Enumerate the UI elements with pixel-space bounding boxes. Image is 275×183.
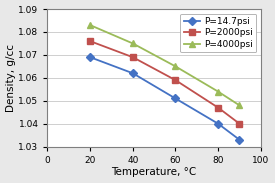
P=2000psi: [174, 79, 177, 81]
P=4000psi: [238, 104, 241, 107]
Line: P=4000psi: P=4000psi: [87, 22, 243, 109]
P=14.7psi: [174, 97, 177, 100]
Legend: P=14.7psi, P=2000psi, P=4000psi: P=14.7psi, P=2000psi, P=4000psi: [180, 14, 256, 52]
P=4000psi: [89, 24, 92, 26]
P=14.7psi: [131, 72, 134, 74]
Y-axis label: Density, g/cc: Density, g/cc: [6, 44, 16, 112]
P=2000psi: [89, 40, 92, 42]
Line: P=2000psi: P=2000psi: [87, 38, 243, 127]
X-axis label: Temperature, °C: Temperature, °C: [112, 167, 197, 178]
P=14.7psi: [216, 123, 220, 125]
P=14.7psi: [89, 56, 92, 58]
P=14.7psi: [238, 139, 241, 141]
P=2000psi: [238, 123, 241, 125]
P=4000psi: [131, 42, 134, 44]
Line: P=14.7psi: P=14.7psi: [87, 54, 243, 143]
P=2000psi: [216, 107, 220, 109]
P=4000psi: [216, 91, 220, 93]
P=4000psi: [174, 65, 177, 68]
P=2000psi: [131, 56, 134, 58]
